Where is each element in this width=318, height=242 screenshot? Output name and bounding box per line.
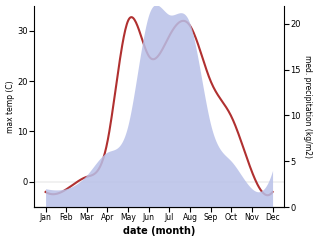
Y-axis label: med. precipitation (kg/m2): med. precipitation (kg/m2) (303, 55, 313, 158)
Y-axis label: max temp (C): max temp (C) (5, 80, 15, 133)
X-axis label: date (month): date (month) (123, 227, 195, 236)
